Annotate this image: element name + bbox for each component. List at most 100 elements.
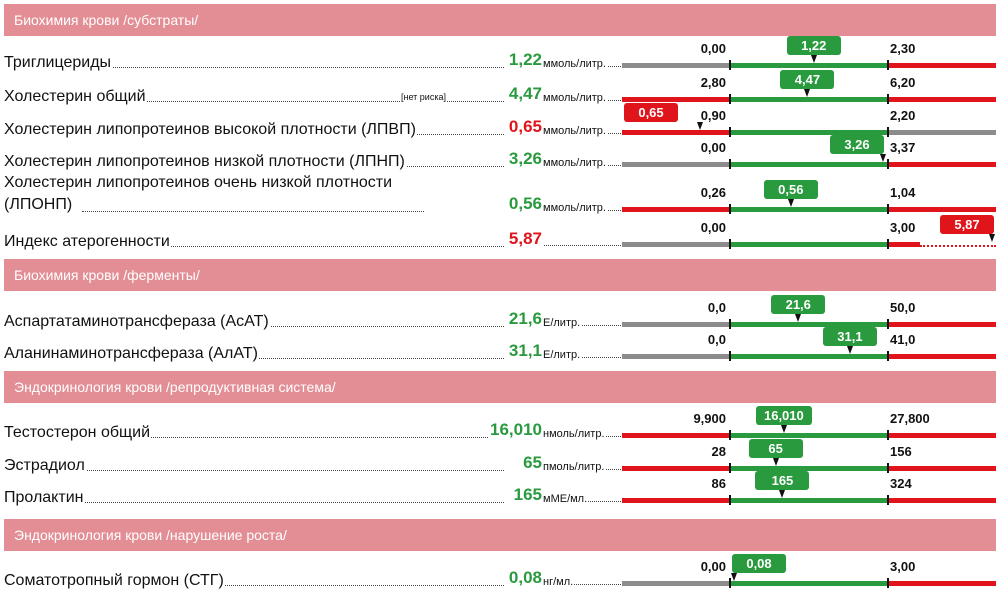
test-name: Холестерин липопротеинов очень низкой пл… xyxy=(4,174,393,213)
bar-high-segment xyxy=(888,63,996,68)
test-label: Холестерин липопротеинов низкой плотност… xyxy=(4,152,504,171)
high-tick xyxy=(887,239,889,249)
result-row: Триглицериды 1,22 ммоль/литр. 0,00 2,30 1,22 xyxy=(0,36,1000,72)
bar-low-segment xyxy=(622,433,730,438)
unit-text: ммоль/литр. xyxy=(543,125,607,137)
value-pointer-icon xyxy=(846,346,853,354)
test-label: Триглицериды xyxy=(4,53,504,72)
bar-high-segment xyxy=(888,581,996,586)
bar-low-segment xyxy=(622,162,730,167)
value-badge: 65 xyxy=(748,439,803,458)
result-row: Эстрадиол 65 пмоль/литр. 28 156 65 xyxy=(0,439,1000,475)
bar-high-segment xyxy=(888,130,996,135)
result-row: Аланинаминотрансфераза (АлАТ) 31,1 Е/литр.… xyxy=(0,327,1000,363)
bar-normal-segment xyxy=(730,242,888,247)
test-value: 4,47 xyxy=(506,84,542,104)
high-limit: 3,00 xyxy=(890,559,916,574)
low-limit: 0,90 xyxy=(700,108,726,123)
unit-text: ммоль/литр. xyxy=(543,92,607,104)
test-unit: ммоль/литр. xyxy=(543,202,623,214)
test-unit: мМЕ/мл. xyxy=(543,493,623,505)
value-pointer-icon xyxy=(787,199,794,207)
test-name: Пролактин xyxy=(4,489,85,506)
low-tick xyxy=(729,239,731,249)
test-name: Эстрадиол xyxy=(4,457,86,474)
test-name: Холестерин общий xyxy=(4,88,147,105)
reference-bar: 0,00 2,30 1,22 xyxy=(622,36,996,70)
high-limit: 2,30 xyxy=(890,41,916,56)
value-badge: 0,08 xyxy=(732,554,786,573)
low-tick xyxy=(729,319,731,329)
result-row: Холестерин общий [нет риска] 4,47 ммоль/лит… xyxy=(0,70,1000,106)
test-name: Холестерин липопротеинов низкой плотност… xyxy=(4,153,406,170)
bar-low-segment xyxy=(622,354,730,359)
high-tick xyxy=(887,430,889,440)
unit-text: Е/литр. xyxy=(543,317,582,329)
value-pointer-icon xyxy=(697,122,703,130)
test-label: Холестерин общий xyxy=(4,87,504,106)
dot-leader xyxy=(4,67,504,68)
low-tick xyxy=(729,495,731,505)
low-tick xyxy=(729,463,731,473)
test-label: Пролактин xyxy=(4,488,504,507)
bar-high-segment xyxy=(888,322,996,327)
test-label: Тестостерон общий xyxy=(4,423,504,442)
dot-leader xyxy=(4,502,504,503)
value-pointer-icon xyxy=(779,490,786,498)
test-name: Соматотропный гормон (СТГ) xyxy=(4,572,225,589)
test-value: 0,65 xyxy=(506,117,542,137)
low-limit: 0,00 xyxy=(700,41,726,56)
reference-bar: 9,900 27,800 16,010 xyxy=(622,406,996,440)
test-value: 16,010 xyxy=(488,420,542,440)
test-name: Тестостерон общий xyxy=(4,424,152,441)
low-limit: 28 xyxy=(711,444,726,459)
low-limit: 0,26 xyxy=(700,185,726,200)
high-tick xyxy=(887,578,889,588)
test-label: Аланинаминотрансфераза (АлАТ) xyxy=(4,344,504,363)
reference-bar: 0,0 50,0 21,6 xyxy=(622,295,996,329)
unit-text: нг/мл. xyxy=(543,576,575,588)
test-name: Триглицериды xyxy=(4,54,113,71)
dot-leader xyxy=(543,357,623,358)
test-value: 0,56 xyxy=(506,194,542,214)
value-badge: 1,22 xyxy=(786,36,841,55)
bar-low-segment xyxy=(622,322,730,327)
test-unit: ммоль/литр. xyxy=(543,92,623,104)
value-badge: 3,26 xyxy=(830,135,884,154)
low-tick xyxy=(729,60,731,70)
bar-normal-segment xyxy=(730,130,888,135)
dot-leader xyxy=(543,325,623,326)
low-limit: 0,00 xyxy=(700,559,726,574)
value-pointer-icon xyxy=(880,154,887,162)
high-tick xyxy=(887,204,889,214)
value-badge: 21,6 xyxy=(771,295,826,314)
low-limit: 0,00 xyxy=(700,140,726,155)
value-pointer-icon xyxy=(772,458,779,466)
low-limit: 2,80 xyxy=(700,75,726,90)
low-tick xyxy=(729,578,731,588)
high-tick xyxy=(887,94,889,104)
high-limit: 27,800 xyxy=(890,411,930,426)
reference-bar: 28 156 65 xyxy=(622,439,996,473)
test-name: Аспартатаминотрансфераза (АсАТ) xyxy=(4,313,270,330)
reference-bar: 0,00 3,00 5,87 xyxy=(622,215,996,249)
high-tick xyxy=(887,495,889,505)
high-tick xyxy=(887,319,889,329)
test-value: 5,87 xyxy=(506,229,542,249)
reference-bar: 86 324 165 xyxy=(622,471,996,505)
unit-text: пмоль/литр. xyxy=(543,461,606,473)
unit-text: ммоль/литр. xyxy=(543,157,607,169)
low-limit: 86 xyxy=(711,476,726,491)
bar-low-segment xyxy=(622,242,730,247)
dot-leader xyxy=(543,584,623,585)
result-row: Холестерин липопротеинов низкой плотност… xyxy=(0,135,1000,171)
result-row: Холестерин липопротеинов очень низкой пл… xyxy=(0,172,1000,216)
value-badge: 5,87 xyxy=(940,215,994,234)
bar-high-segment xyxy=(888,354,996,359)
reference-bar: 2,80 6,20 4,47 xyxy=(622,70,996,104)
result-row: Аспартатаминотрансфераза (АсАТ) 21,6 Е/лит… xyxy=(0,295,1000,331)
high-tick xyxy=(887,351,889,361)
low-tick xyxy=(729,127,731,137)
dot-leader xyxy=(543,245,623,246)
reference-bar: 0,00 3,37 3,26 xyxy=(622,135,996,169)
